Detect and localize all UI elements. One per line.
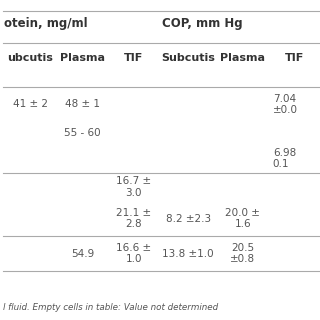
Text: 21.1 ±
2.8: 21.1 ± 2.8 [116, 208, 151, 229]
Text: l fluid. Empty cells in table: Value not determined: l fluid. Empty cells in table: Value not… [3, 303, 218, 312]
Text: 16.6 ±
1.0: 16.6 ± 1.0 [116, 243, 151, 264]
Text: 48 ± 1: 48 ± 1 [65, 100, 100, 109]
Text: 54.9: 54.9 [71, 249, 94, 259]
Text: 7.04
±0.0: 7.04 ±0.0 [273, 94, 298, 115]
Text: ubcutis: ubcutis [7, 53, 53, 63]
Text: 8.2 ±2.3: 8.2 ±2.3 [166, 214, 211, 224]
Text: 41 ± 2: 41 ± 2 [13, 100, 48, 109]
Text: TIF: TIF [124, 53, 143, 63]
Text: Plasma: Plasma [220, 53, 265, 63]
Text: 13.8 ±1.0: 13.8 ±1.0 [163, 249, 214, 259]
Text: COP, mm Hg: COP, mm Hg [162, 17, 243, 30]
Text: Plasma: Plasma [60, 53, 105, 63]
Text: 6.98
0.1: 6.98 0.1 [273, 148, 296, 169]
Text: TIF: TIF [284, 53, 304, 63]
Text: 16.7 ±
3.0: 16.7 ± 3.0 [116, 176, 151, 198]
Text: Subcutis: Subcutis [161, 53, 215, 63]
Text: 20.0 ±
1.6: 20.0 ± 1.6 [225, 208, 260, 229]
Text: 55 - 60: 55 - 60 [64, 128, 101, 138]
Text: otein, mg/ml: otein, mg/ml [4, 17, 88, 30]
Text: 20.5
±0.8: 20.5 ±0.8 [230, 243, 255, 264]
